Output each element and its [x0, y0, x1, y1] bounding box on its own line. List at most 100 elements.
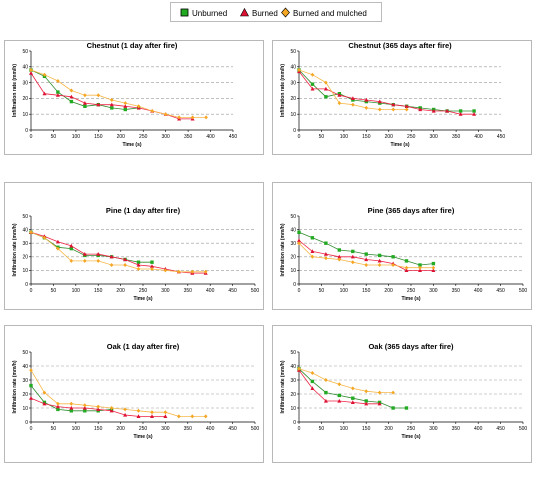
data-point-burned-and-mulched-30	[42, 72, 47, 77]
chart-title: Oak (1 day after fire)	[107, 342, 180, 351]
y-tick-label-20: 20	[22, 96, 28, 102]
chart-panel-pine-365days: Pine (365 days after fire) 0 10 20 30 40 50 0 50…	[272, 182, 532, 310]
data-point-unburned-240	[136, 260, 141, 264]
x-tick-label-50: 50	[319, 288, 325, 294]
y-axis-label: Infiltration rate (mm/h)	[280, 223, 286, 276]
data-point-burned-240	[136, 262, 141, 267]
x-tick-label-50: 50	[319, 134, 325, 140]
x-tick-label-250: 250	[407, 426, 416, 432]
data-point-burned-and-mulched-210	[123, 263, 127, 267]
chart-title: Oak (365 days after fire)	[368, 342, 454, 351]
data-point-burned-and-mulched-150	[364, 389, 368, 394]
y-tick-label-50: 50	[22, 214, 28, 220]
data-point-unburned-60	[324, 241, 328, 245]
data-point-burned-180	[377, 401, 382, 406]
x-tick-label-150: 150	[362, 134, 371, 140]
data-point-burned-0	[29, 71, 33, 75]
data-point-burned-30	[310, 386, 315, 390]
data-point-burned-240	[136, 414, 141, 418]
data-point-unburned-90	[337, 248, 341, 252]
data-point-burned-60	[55, 239, 60, 244]
x-tick-label-500: 500	[251, 288, 260, 294]
data-point-unburned-90	[337, 393, 341, 398]
series-line-unburned	[30, 231, 152, 263]
y-tick-label-0: 0	[25, 128, 28, 134]
y-tick-label-0: 0	[25, 282, 28, 288]
data-point-burned-and-mulched-120	[83, 258, 87, 263]
data-point-burned-and-mulched-120	[351, 260, 355, 265]
data-point-burned-and-mulched-240	[136, 408, 141, 413]
data-point-burned-and-mulched-90	[337, 382, 342, 387]
data-point-burned-150	[364, 257, 369, 262]
y-tick-label-50: 50	[290, 350, 296, 356]
x-tick-label-400: 400	[206, 134, 215, 140]
data-point-burned-and-mulched-150	[364, 105, 369, 110]
x-tick-label-450: 450	[496, 288, 505, 294]
y-tick-label-10: 10	[22, 268, 28, 274]
x-tick-label-300: 300	[161, 134, 170, 140]
y-tick-label-0: 0	[293, 282, 296, 288]
data-point-burned-180	[377, 99, 382, 104]
data-point-unburned-30	[310, 236, 315, 240]
data-point-burned-300	[163, 414, 168, 418]
x-tick-label-250: 250	[139, 134, 148, 140]
data-point-burned-and-mulched-360	[190, 414, 195, 419]
data-point-burned-270	[418, 107, 423, 112]
data-point-burned-30	[42, 401, 47, 406]
x-tick-label-200: 200	[116, 288, 125, 294]
data-point-burned-and-mulched-270	[150, 410, 154, 415]
x-tick-label-400: 400	[474, 288, 483, 294]
x-tick-label-300: 300	[429, 426, 438, 432]
data-point-unburned-0	[297, 230, 301, 234]
series-line-burned	[298, 71, 475, 115]
y-tick-label-40: 40	[22, 65, 28, 71]
x-tick-label-200: 200	[117, 134, 126, 140]
chart-panel-oak-365days: Oak (365 days after fire) 0 10 20 30 40 50 0 50 1…	[272, 325, 532, 463]
x-tick-label-150: 150	[94, 288, 103, 294]
x-tick-label-250: 250	[407, 288, 416, 294]
data-point-burned-and-mulched-180	[109, 406, 114, 410]
y-tick-label-30: 30	[22, 241, 28, 247]
series-line-burned-and-mulched	[298, 368, 394, 393]
x-tick-label-300: 300	[429, 134, 438, 140]
series-line-burned-and-mulched	[30, 231, 206, 273]
data-point-burned-and-mulched-300	[163, 410, 168, 415]
x-tick-label-0: 0	[30, 288, 33, 294]
data-point-burned-300	[431, 108, 436, 113]
y-tick-label-40: 40	[290, 364, 296, 370]
x-tick-label-100: 100	[340, 134, 349, 140]
y-tick-label-30: 30	[22, 378, 28, 384]
data-point-burned-and-mulched-30	[42, 390, 47, 395]
data-point-burned-180	[109, 254, 114, 259]
y-tick-label-20: 20	[22, 392, 28, 398]
series-line-burned-and-mulched	[30, 369, 206, 417]
x-tick-label-350: 350	[452, 426, 461, 432]
data-point-unburned-300	[431, 261, 436, 266]
y-axis-label: Infiltration rate (mm/h)	[12, 360, 18, 413]
x-tick-label-500: 500	[251, 426, 260, 432]
y-tick-label-10: 10	[22, 112, 28, 118]
x-tick-label-450: 450	[228, 426, 237, 432]
chart-title: Pine (1 day after fire)	[106, 206, 181, 215]
data-point-burned-and-mulched-360	[190, 269, 195, 274]
data-point-burned-and-mulched-0	[297, 241, 301, 246]
data-point-burned-and-mulched-390	[203, 269, 208, 274]
data-point-burned-150	[96, 252, 101, 256]
x-tick-label-50: 50	[51, 134, 57, 140]
data-point-burned-and-mulched-240	[136, 104, 141, 109]
data-point-burned-and-mulched-210	[391, 263, 395, 267]
x-tick-label-0: 0	[298, 426, 301, 432]
x-tick-label-100: 100	[72, 134, 81, 140]
data-point-burned-and-mulched-300	[431, 265, 436, 270]
chart-title: Chestnut (1 day after fire)	[87, 41, 178, 50]
data-point-burned-210	[391, 102, 396, 107]
data-point-burned-210	[123, 412, 128, 417]
series-burned-and-mulched	[29, 68, 208, 120]
data-point-burned-270	[150, 264, 154, 268]
data-point-burned-and-mulched-30	[310, 72, 315, 77]
x-tick-label-0: 0	[298, 288, 301, 294]
data-point-burned-and-mulched-150	[96, 258, 100, 263]
x-tick-label-400: 400	[206, 426, 215, 432]
x-tick-label-200: 200	[384, 426, 393, 432]
